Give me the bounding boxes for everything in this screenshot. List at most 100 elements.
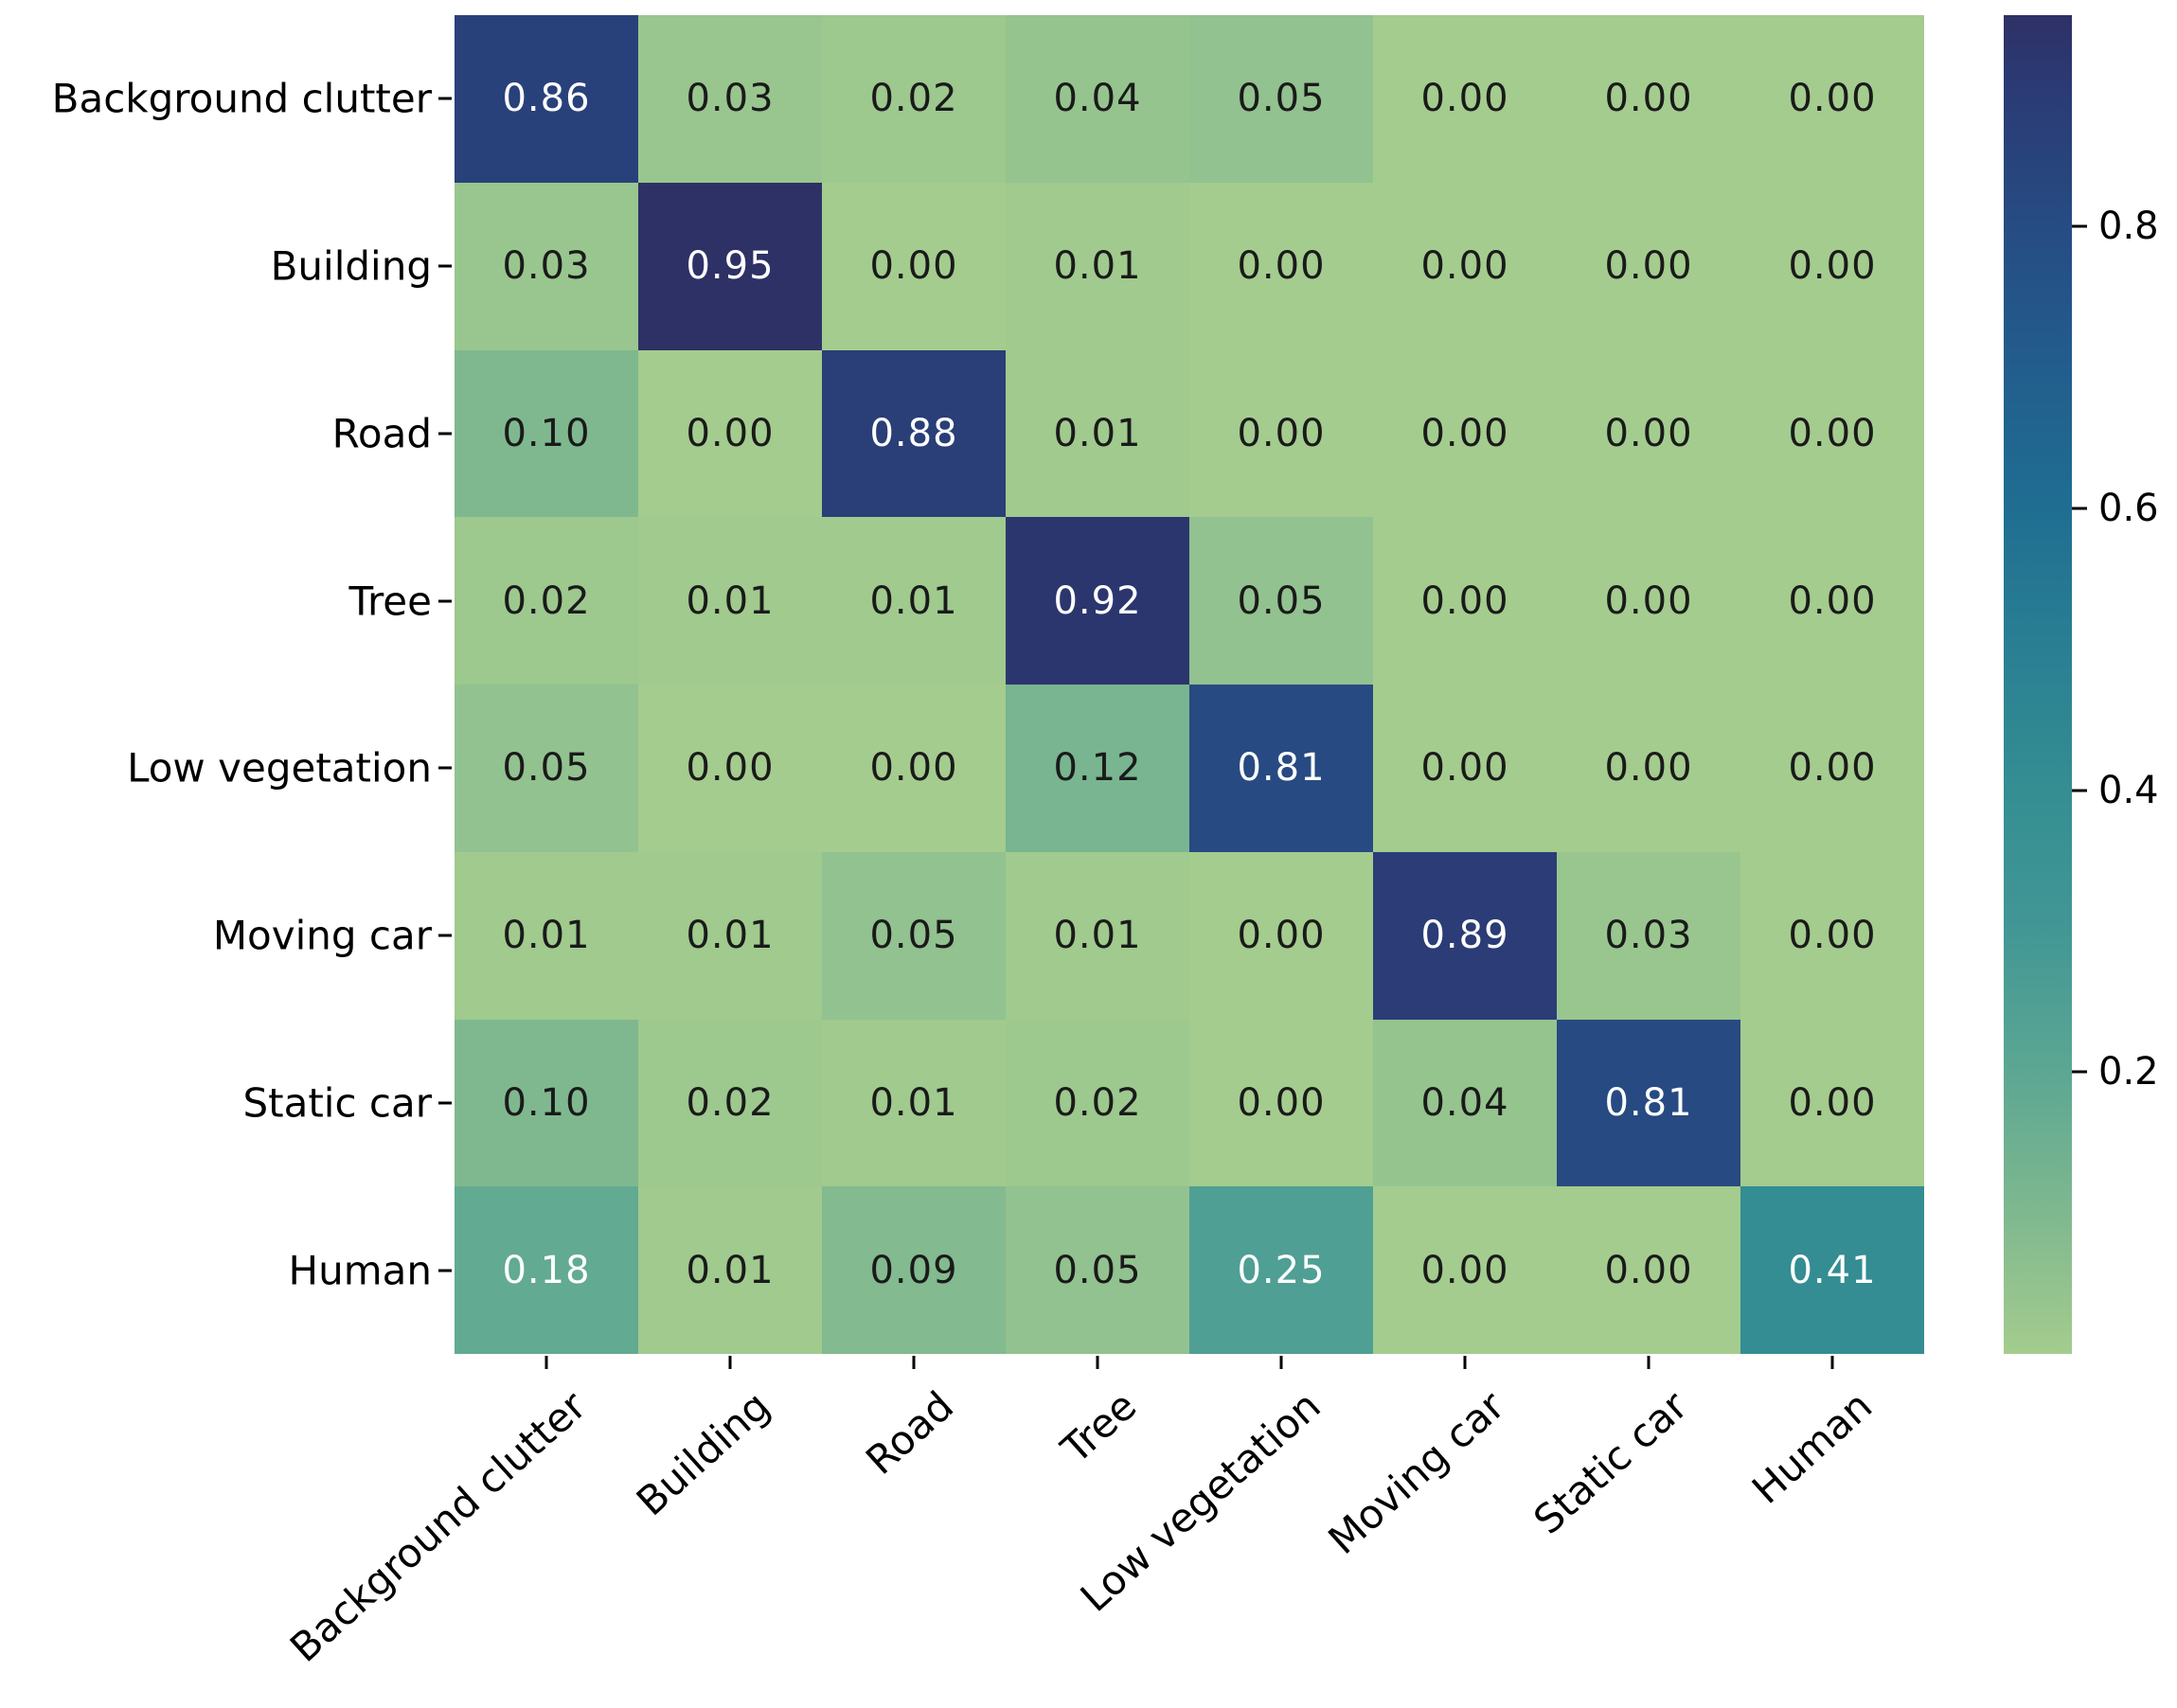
heatmap-cell: 0.01 bbox=[1006, 182, 1189, 350]
heatmap-cell: 0.00 bbox=[638, 349, 822, 518]
heatmap-cell: 0.01 bbox=[822, 517, 1006, 685]
colorbar-tick-label: 0.2 bbox=[2098, 1050, 2159, 1094]
y-tick-label: Human bbox=[288, 1247, 432, 1294]
heatmap-cell: 0.04 bbox=[1006, 15, 1189, 183]
colorbar-tick-label: 0.6 bbox=[2098, 486, 2159, 530]
heatmap-cell: 0.18 bbox=[455, 1186, 638, 1354]
heatmap-cell: 0.00 bbox=[1189, 851, 1373, 1020]
heatmap-cell: 0.05 bbox=[1189, 517, 1373, 685]
colorbar bbox=[2004, 15, 2072, 1354]
heatmap-cell: 0.12 bbox=[1006, 685, 1189, 852]
x-tick-label: Road bbox=[856, 1382, 962, 1484]
heatmap-cell: 0.03 bbox=[455, 182, 638, 350]
heatmap-cell: 0.01 bbox=[822, 1019, 1006, 1187]
heatmap-cell: 0.05 bbox=[1189, 15, 1373, 183]
x-tick-label: Background clutter bbox=[280, 1382, 595, 1671]
x-tick-mark bbox=[1647, 1356, 1651, 1369]
y-tick-mark bbox=[438, 1269, 452, 1272]
x-tick-label: Moving car bbox=[1319, 1382, 1513, 1564]
y-tick-mark bbox=[438, 264, 452, 268]
heatmap-cell: 0.02 bbox=[455, 517, 638, 685]
y-tick-label: Building bbox=[270, 242, 432, 290]
heatmap-cell: 0.00 bbox=[822, 685, 1006, 852]
y-tick-label: Tree bbox=[348, 578, 432, 625]
heatmap-cell: 0.02 bbox=[638, 1019, 822, 1187]
y-tick-mark bbox=[438, 1101, 452, 1105]
heatmap-cell: 0.00 bbox=[1557, 685, 1740, 852]
heatmap-cell: 0.00 bbox=[1557, 349, 1740, 518]
heatmap-cell: 0.81 bbox=[1557, 1019, 1740, 1187]
heatmap-cell: 0.10 bbox=[455, 349, 638, 518]
heatmap-cell: 0.05 bbox=[822, 851, 1006, 1020]
x-tick-mark bbox=[1830, 1356, 1834, 1369]
heatmap-cell: 0.86 bbox=[455, 15, 638, 183]
heatmap-cell: 0.00 bbox=[822, 182, 1006, 350]
heatmap-cell: 0.01 bbox=[638, 1186, 822, 1354]
heatmap-cell: 0.00 bbox=[1189, 1019, 1373, 1187]
heatmap-cell: 0.09 bbox=[822, 1186, 1006, 1354]
colorbar-tick-mark bbox=[2072, 507, 2087, 510]
heatmap-cell: 0.00 bbox=[1373, 685, 1557, 852]
heatmap-cell: 0.00 bbox=[1373, 517, 1557, 685]
colorbar-tick-label: 0.8 bbox=[2098, 205, 2159, 249]
heatmap-cell: 0.01 bbox=[455, 851, 638, 1020]
y-tick-mark bbox=[438, 432, 452, 436]
heatmap-cell: 0.04 bbox=[1373, 1019, 1557, 1187]
heatmap-cell: 0.25 bbox=[1189, 1186, 1373, 1354]
heatmap-cell: 0.05 bbox=[455, 685, 638, 852]
x-tick-mark bbox=[912, 1356, 916, 1369]
heatmap-cell: 0.95 bbox=[638, 182, 822, 350]
heatmap-cell: 0.41 bbox=[1740, 1186, 1924, 1354]
heatmap-cell: 0.00 bbox=[1557, 182, 1740, 350]
heatmap-cell: 0.00 bbox=[1740, 182, 1924, 350]
heatmap-cell: 0.10 bbox=[455, 1019, 638, 1187]
heatmap-cell: 0.00 bbox=[1373, 15, 1557, 183]
heatmap-cell: 0.89 bbox=[1373, 851, 1557, 1020]
heatmap-cell: 0.81 bbox=[1189, 685, 1373, 852]
heatmap-cell: 0.00 bbox=[1373, 182, 1557, 350]
y-tick-mark bbox=[438, 934, 452, 937]
heatmap-cell: 0.00 bbox=[1740, 1019, 1924, 1187]
x-tick-mark bbox=[544, 1356, 548, 1369]
heatmap-cell: 0.05 bbox=[1006, 1186, 1189, 1354]
heatmap-cell: 0.02 bbox=[1006, 1019, 1189, 1187]
heatmap-cell: 0.00 bbox=[1740, 517, 1924, 685]
x-tick-mark bbox=[1096, 1356, 1099, 1369]
heatmap-cell: 0.00 bbox=[1373, 349, 1557, 518]
heatmap-cell: 0.01 bbox=[1006, 349, 1189, 518]
y-tick-label: Moving car bbox=[212, 912, 432, 959]
heatmap-cell: 0.00 bbox=[1740, 685, 1924, 852]
heatmap-cell: 0.03 bbox=[1557, 851, 1740, 1020]
heatmap-cell: 0.02 bbox=[822, 15, 1006, 183]
heatmap-cell: 0.88 bbox=[822, 349, 1006, 518]
colorbar-tick-mark bbox=[2072, 1070, 2087, 1074]
heatmap-cell: 0.00 bbox=[1373, 1186, 1557, 1354]
x-tick-label: Human bbox=[1742, 1382, 1881, 1513]
x-tick-label: Building bbox=[627, 1382, 778, 1525]
y-tick-mark bbox=[438, 766, 452, 770]
x-tick-mark bbox=[1279, 1356, 1283, 1369]
heatmap-cell: 0.00 bbox=[1189, 182, 1373, 350]
heatmap-cell: 0.00 bbox=[1740, 349, 1924, 518]
x-tick-label: Static car bbox=[1525, 1382, 1697, 1543]
heatmap-cell: 0.00 bbox=[1557, 15, 1740, 183]
heatmap-cell: 0.00 bbox=[1740, 15, 1924, 183]
heatmap-cell: 0.01 bbox=[1006, 851, 1189, 1020]
heatmap-cell: 0.00 bbox=[638, 685, 822, 852]
heatmap-cell: 0.00 bbox=[1189, 349, 1373, 518]
x-tick-label: Tree bbox=[1052, 1382, 1146, 1472]
colorbar-tick-mark bbox=[2072, 789, 2087, 792]
heatmap-cell: 0.03 bbox=[638, 15, 822, 183]
y-tick-label: Background clutter bbox=[51, 75, 432, 122]
y-tick-label: Static car bbox=[242, 1079, 432, 1127]
heatmap-cell: 0.92 bbox=[1006, 517, 1189, 685]
y-tick-label: Road bbox=[331, 410, 432, 457]
heatmap-cell: 0.01 bbox=[638, 517, 822, 685]
x-tick-mark bbox=[1463, 1356, 1467, 1369]
heatmap-cell: 0.01 bbox=[638, 851, 822, 1020]
x-tick-mark bbox=[728, 1356, 732, 1369]
heatmap-cell: 0.00 bbox=[1557, 517, 1740, 685]
colorbar-tick-label: 0.4 bbox=[2098, 768, 2159, 812]
colorbar-tick-mark bbox=[2072, 224, 2087, 228]
